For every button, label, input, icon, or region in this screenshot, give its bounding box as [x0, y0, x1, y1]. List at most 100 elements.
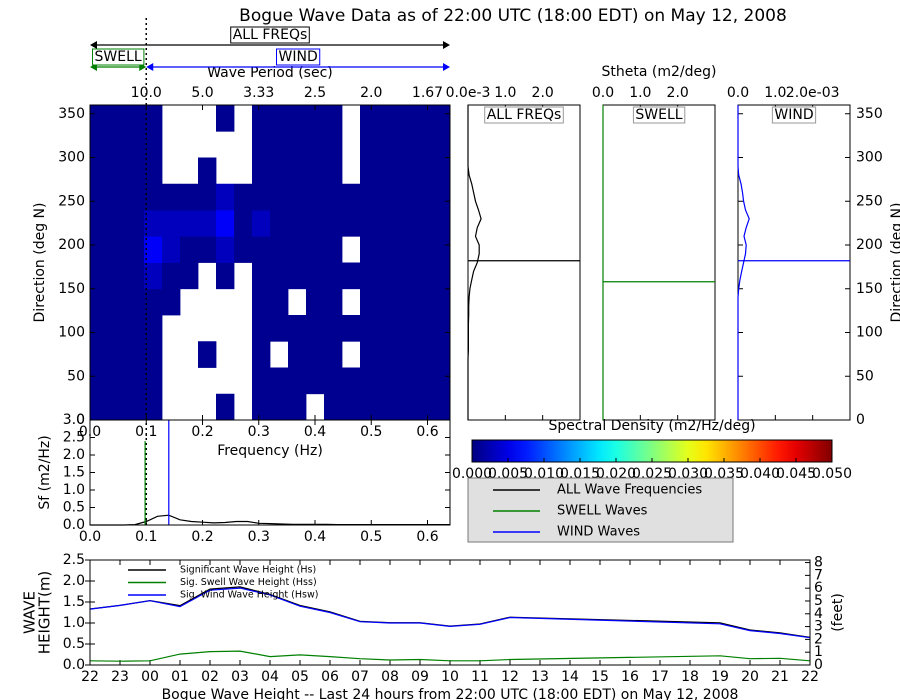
heat-cell [252, 288, 271, 316]
heat-cell [360, 210, 379, 237]
y-tick-label: 0 [76, 412, 85, 428]
heat-cell [90, 105, 109, 132]
heat-cell [414, 288, 433, 316]
heat-cell [288, 367, 307, 395]
x-tick-label: 0.5 [360, 424, 382, 440]
heat-cell [126, 341, 145, 368]
heat-cell [432, 288, 451, 316]
x-tick-label: 19 [711, 669, 729, 685]
y2-tick-label: 3 [814, 619, 823, 635]
y-axis-label: Direction (deg N) [889, 203, 900, 323]
heat-cell [108, 131, 127, 158]
heat-cell [270, 315, 289, 342]
colorbar-tick-label: 0.040 [740, 466, 780, 482]
heat-cell [378, 210, 397, 237]
heat-cell [360, 315, 379, 342]
heat-cell [216, 262, 235, 290]
heat-cell [270, 367, 289, 395]
heat-cell [252, 262, 271, 290]
heat-cell [432, 341, 451, 368]
heat-cell [144, 393, 163, 421]
label-box [92, 48, 145, 66]
heat-cell [432, 131, 451, 158]
heat-cell [324, 288, 343, 316]
heat-cell [252, 105, 271, 132]
x-tick-label: 06 [321, 669, 339, 685]
x-tick-label: 23 [111, 669, 129, 685]
heat-cell [324, 341, 343, 368]
heat-cell [126, 210, 145, 237]
y-tick-label: 2.5 [63, 430, 85, 446]
heat-cell [378, 131, 397, 158]
heat-cell [126, 367, 145, 395]
y-tick-label: 100 [856, 325, 883, 341]
heat-cell [396, 341, 415, 368]
heat-cell [396, 315, 415, 342]
x-tick-label: 13 [531, 669, 549, 685]
heat-cell [288, 236, 307, 263]
heat-cell [378, 236, 397, 263]
y-tick-label: 50 [67, 368, 85, 384]
heat-cell [162, 262, 181, 290]
heat-cell [324, 393, 343, 421]
heat-cell [414, 393, 433, 421]
axes-frame [467, 104, 581, 421]
axes-frame [602, 104, 716, 421]
heat-cell [414, 157, 433, 185]
heat-cell [414, 315, 433, 342]
y-tick-label: 100 [58, 325, 85, 341]
heat-cell [270, 262, 289, 290]
x-tick-label: 0.4 [304, 424, 326, 440]
heat-cell [306, 341, 325, 368]
heat-cell [126, 393, 145, 421]
x-tick-label: 0.0 [727, 85, 749, 101]
heat-cell [144, 288, 163, 316]
x-tick-label: 18 [681, 669, 699, 685]
heat-cell [108, 315, 127, 342]
y-tick-label: 3.0 [63, 412, 85, 428]
panel-label: SWELL [635, 107, 682, 123]
heat-cell [126, 105, 145, 132]
heat-cell [270, 288, 289, 316]
heat-cell [144, 210, 163, 237]
x-tick-label: 08 [381, 669, 399, 685]
heat-cell [360, 262, 379, 290]
heat-cell [396, 157, 415, 185]
heat-cell [342, 367, 361, 395]
axes-frame [89, 419, 451, 526]
heat-cell [252, 131, 271, 158]
heat-cell [396, 393, 415, 421]
heat-cell [324, 367, 343, 395]
heat-cell [432, 105, 451, 132]
heat-cell [270, 131, 289, 158]
label-box [632, 106, 686, 124]
heat-cell [180, 183, 199, 211]
heat-cell [162, 236, 181, 263]
heat-cell [108, 367, 127, 395]
x-tick-label: 0.3 [248, 529, 270, 545]
y-tick-label: 300 [856, 150, 883, 166]
heat-cell [360, 157, 379, 185]
heat-cell [288, 157, 307, 185]
x-tick-label: 04 [261, 669, 279, 685]
heat-cell [378, 105, 397, 132]
heat-cell [414, 341, 433, 368]
y-tick-label: 0 [856, 412, 865, 428]
y2-tick-label: 2 [814, 631, 823, 647]
heat-cell [90, 341, 109, 368]
x-tick-label: 0.3 [248, 424, 270, 440]
axes-frame [89, 559, 811, 666]
heat-cell [270, 183, 289, 211]
y-tick-label: 50 [856, 368, 874, 384]
heat-cell [90, 157, 109, 185]
heat-cell [306, 367, 325, 395]
heat-cell [324, 131, 343, 158]
y-tick-label: 0.5 [63, 636, 85, 652]
heat-cell [162, 210, 181, 237]
heat-cell [144, 236, 163, 263]
series-line [89, 587, 811, 639]
top-tick-label: 1.67 [412, 85, 443, 101]
y2-tick-label: 0 [814, 657, 823, 673]
x-tick-label: 07 [351, 669, 369, 685]
